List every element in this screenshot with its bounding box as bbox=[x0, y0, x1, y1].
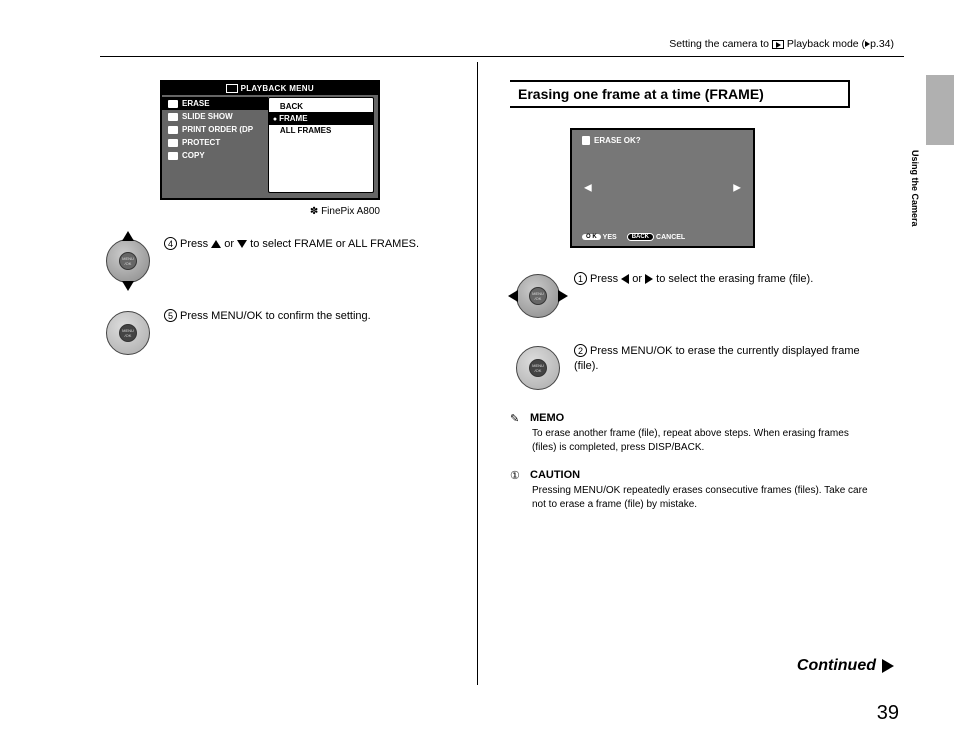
side-tab bbox=[926, 75, 954, 145]
caution-heading: CAUTION bbox=[530, 469, 580, 481]
lock-icon bbox=[168, 139, 178, 147]
cancel-label: CANCEL bbox=[656, 234, 685, 241]
lcd-right-arrow: ▶ bbox=[733, 183, 741, 194]
down-arrow-icon bbox=[237, 240, 247, 248]
dpad-ok-icon: MENU/OK bbox=[100, 305, 156, 361]
ok-pill: O K bbox=[582, 234, 601, 240]
playback-icon bbox=[226, 84, 238, 93]
print-icon bbox=[168, 126, 178, 134]
step-5-text: 5Press MENU/OK to confirm the setting. bbox=[164, 305, 371, 324]
menu-item-protect: PROTECT bbox=[162, 136, 268, 149]
dpad-vertical-icon: MENU/OK bbox=[100, 233, 156, 289]
menu-item-erase: ERASE bbox=[162, 97, 268, 110]
menu-list: ERASE SLIDE SHOW PRINT ORDER (DP PROTECT… bbox=[162, 95, 268, 197]
right-arrow-icon bbox=[645, 274, 653, 284]
up-arrow-icon bbox=[211, 240, 221, 248]
lcd-nav-arrows: ◀ ▶ bbox=[572, 183, 753, 194]
memo-icon: ✎ bbox=[510, 412, 526, 425]
submenu-back: BACK bbox=[272, 101, 370, 112]
submenu: BACK FRAME ALL FRAMES bbox=[268, 97, 374, 193]
erase-ok-row: ERASE OK? bbox=[582, 136, 641, 145]
trash-icon bbox=[168, 100, 178, 108]
side-label: Using the Camera bbox=[910, 150, 920, 227]
submenu-allframes: ALL FRAMES bbox=[272, 125, 370, 136]
erase-confirm-graphic: ERASE OK? ◀ ▶ O K YES BACK CANCEL bbox=[570, 128, 755, 248]
trash-icon bbox=[582, 136, 590, 145]
lcd-left-arrow: ◀ bbox=[584, 183, 592, 194]
column-divider bbox=[477, 62, 478, 685]
step-4-text: 4Press or to select FRAME or ALL FRAMES. bbox=[164, 233, 419, 252]
section-heading: Erasing one frame at a time (FRAME) bbox=[510, 80, 850, 108]
dpad-horizontal-icon: MENU/OK bbox=[510, 268, 566, 324]
memo-block: ✎ MEMO To erase another frame (file), rep… bbox=[510, 412, 870, 455]
menu-title-text: PLAYBACK MENU bbox=[241, 84, 314, 93]
step-2: MENU/OK 2Press MENU/OK to erase the curr… bbox=[510, 340, 870, 396]
step-1: MENU/OK 1Press or to select the erasing … bbox=[510, 268, 870, 324]
caution-text: Pressing MENU/OK repeatedly erases conse… bbox=[532, 484, 870, 512]
caution-icon: ① bbox=[510, 469, 526, 482]
caution-block: ① CAUTION Pressing MENU/OK repeatedly era… bbox=[510, 469, 870, 512]
left-column: PLAYBACK MENU ERASE SLIDE SHOW PRINT ORD… bbox=[100, 80, 430, 377]
erase-ok-text: ERASE OK? bbox=[594, 136, 641, 145]
continued-label: Continued bbox=[797, 657, 894, 675]
menu-title: PLAYBACK MENU bbox=[162, 82, 378, 95]
copy-icon bbox=[168, 152, 178, 160]
model-note: ✽ FinePix A800 bbox=[100, 206, 430, 217]
memo-text: To erase another frame (file), repeat ab… bbox=[532, 427, 870, 455]
menu-body: ERASE SLIDE SHOW PRINT ORDER (DP PROTECT… bbox=[162, 95, 378, 197]
step-2-text: 2Press MENU/OK to erase the currently di… bbox=[574, 340, 870, 375]
step-num-5: 5 bbox=[164, 309, 177, 322]
back-pill: BACK bbox=[627, 233, 654, 241]
step-5: MENU/OK 5Press MENU/OK to confirm the se… bbox=[100, 305, 430, 361]
memo-heading: MEMO bbox=[530, 412, 564, 424]
step-num-4: 4 bbox=[164, 237, 177, 250]
page-number: 39 bbox=[877, 702, 899, 725]
header-rule bbox=[100, 56, 904, 57]
step-num-1: 1 bbox=[574, 272, 587, 285]
dpad-ok-icon: MENU/OK bbox=[510, 340, 566, 396]
menu-item-copy: COPY bbox=[162, 149, 268, 162]
playback-icon bbox=[772, 40, 784, 49]
header-mid: Playback mode ( bbox=[784, 38, 865, 50]
header-pre: Setting the camera to bbox=[669, 38, 772, 50]
play-icon bbox=[168, 113, 178, 121]
step-1-text: 1Press or to select the erasing frame (f… bbox=[574, 268, 813, 287]
lcd-footer: O K YES BACK CANCEL bbox=[582, 233, 685, 241]
menu-item-printorder: PRINT ORDER (DP bbox=[162, 123, 268, 136]
step-4: MENU/OK 4Press or to select FRAME or ALL… bbox=[100, 233, 430, 289]
menu-item-slideshow: SLIDE SHOW bbox=[162, 110, 268, 123]
submenu-frame: FRAME bbox=[269, 112, 373, 125]
left-arrow-icon bbox=[621, 274, 629, 284]
right-column: Erasing one frame at a time (FRAME) ERAS… bbox=[510, 80, 870, 512]
header-text: Setting the camera to Playback mode ( p.3… bbox=[669, 38, 894, 50]
header-post: p.34) bbox=[870, 38, 894, 50]
playback-menu-graphic: PLAYBACK MENU ERASE SLIDE SHOW PRINT ORD… bbox=[160, 80, 380, 200]
yes-label: YES bbox=[603, 234, 617, 241]
step-num-2: 2 bbox=[574, 344, 587, 357]
page: Setting the camera to Playback mode ( p.3… bbox=[0, 0, 954, 755]
